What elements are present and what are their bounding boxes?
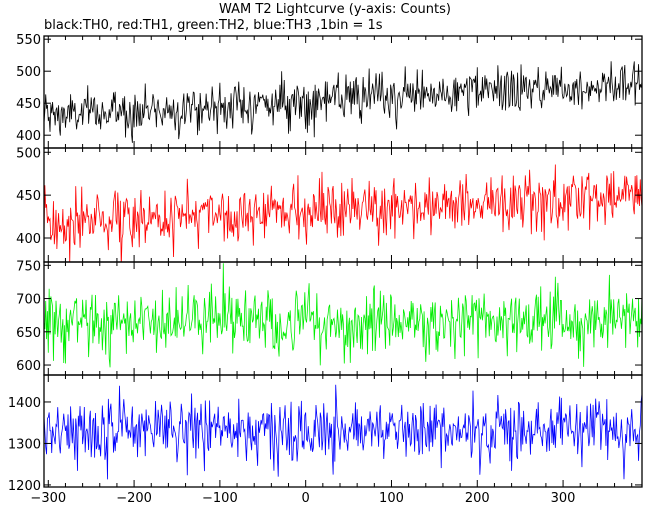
y-tick-label: 750 [16, 259, 41, 274]
y-tick-label: 400 [16, 129, 41, 144]
x-tick-label: −100 [202, 491, 238, 505]
series-line-th3 [44, 384, 642, 480]
y-tick-label: 500 [16, 146, 41, 161]
panel-frame [43, 374, 643, 488]
x-tick-label: 200 [465, 491, 490, 505]
y-tick-label: 1400 [8, 396, 41, 411]
panel-frame [43, 147, 643, 263]
y-tick-label: 1300 [8, 437, 41, 452]
y-tick-label: 450 [16, 97, 41, 112]
y-tick-label: 1200 [8, 479, 41, 494]
y-tick-label: 400 [16, 232, 41, 247]
panels-group: 400 450 500 550 400 450 500 600 650 700 750 1200 130… [8, 33, 643, 505]
panel-th3: 1200 1300 1400 [8, 374, 643, 494]
series-line-th0 [44, 61, 642, 143]
y-tick-label: 450 [16, 189, 41, 204]
x-tick-label: −300 [30, 491, 66, 505]
x-tick-label: 0 [302, 491, 310, 505]
panel-th2: 600 650 700 750 [16, 259, 643, 376]
panel-th0: 400 450 500 550 [16, 33, 643, 149]
series-line-th2 [44, 263, 642, 368]
x-tick-label: 100 [379, 491, 404, 505]
x-tick-label: −200 [116, 491, 152, 505]
chart-subtitle: black:TH0, red:TH1, green:TH2, blue:TH3 … [44, 18, 383, 33]
y-tick-label: 500 [16, 65, 41, 80]
chart-title: WAM T2 Lightcurve (y-axis: Counts) [219, 2, 451, 17]
y-tick-label: 550 [16, 33, 41, 48]
x-tick-label: 300 [551, 491, 576, 505]
y-tick-label: 600 [16, 359, 41, 374]
series-line-th1 [44, 164, 642, 262]
panel-th1: 400 450 500 [16, 146, 643, 263]
y-tick-label: 650 [16, 326, 41, 341]
y-tick-label: 700 [16, 293, 41, 308]
